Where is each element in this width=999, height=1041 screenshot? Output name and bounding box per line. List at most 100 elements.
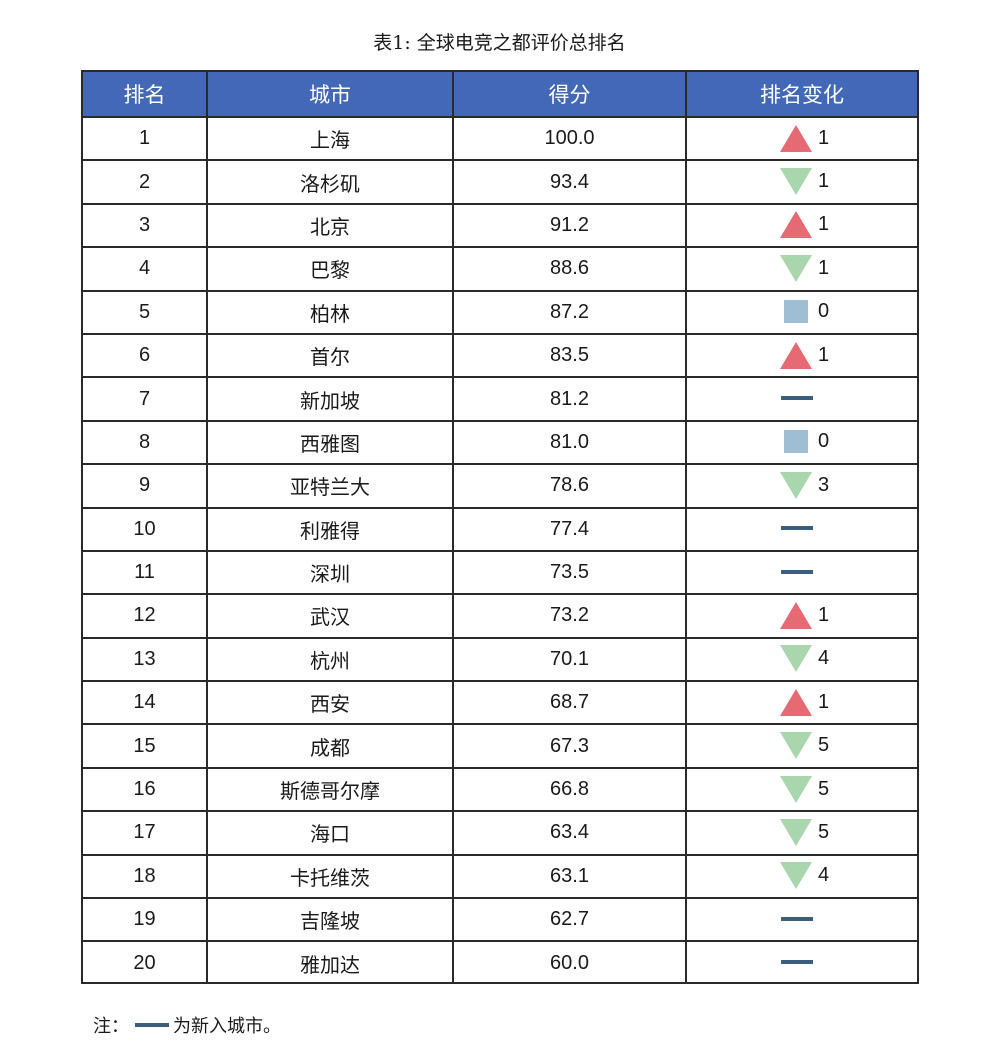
rank-cell: 14: [83, 681, 208, 726]
rank-cell: 6: [83, 333, 208, 379]
rank-change-value: 1: [818, 256, 830, 279]
rank-cell: 11: [83, 550, 208, 596]
score-cell: 78.6: [453, 464, 687, 509]
new-city-dash-icon: [781, 916, 813, 921]
footnote-prefix: 注：: [93, 1016, 129, 1037]
rank-cell: 18: [83, 854, 208, 900]
rank-cell: 1: [83, 117, 208, 162]
score-cell: 100.0: [453, 117, 687, 162]
table-body: 1 上海 100.0 1 2 洛杉矶 93.4 1 3 北京 91.2 1 4 巴黎 88.6 1 5 柏林 87.…: [83, 117, 917, 984]
city-cell: 柏林: [207, 290, 454, 335]
table-row: 5 柏林 87.2 0: [83, 290, 917, 335]
rank-change-value: 1: [818, 690, 830, 713]
footnote: 注： 为新入城市。: [93, 1012, 281, 1038]
header-rank-change: 排名变化: [686, 72, 917, 118]
table-row: 15 成都 67.3 5: [83, 724, 917, 769]
table-row: 16 斯德哥尔摩 66.8 5: [83, 767, 917, 813]
table-row: 12 武汉 73.2 1: [83, 594, 917, 639]
rank-change: 5: [779, 814, 835, 850]
table-row: 17 海口 63.4 5: [83, 811, 917, 856]
rank-up-triangle-icon: [780, 601, 812, 629]
score-cell: 62.7: [453, 898, 687, 943]
rank-change-value: 3: [818, 473, 830, 496]
rank-change-cell: 5: [686, 767, 917, 813]
rank-cell: 3: [83, 203, 208, 249]
header-score: 得分: [453, 72, 687, 118]
rank-down-triangle-icon: [780, 645, 812, 673]
table-row: 14 西安 68.7 1: [83, 681, 917, 726]
footnote-text: 为新入城市。: [173, 1016, 281, 1037]
new-city-dash-icon: [781, 526, 813, 531]
rank-change: 4: [779, 640, 835, 676]
rank-cell: 13: [83, 637, 208, 683]
new-city-dash-icon: [781, 569, 813, 574]
city-cell: 亚特兰大: [207, 464, 454, 509]
rank-change: [779, 510, 835, 546]
city-cell: 武汉: [207, 594, 454, 639]
rank-up-triangle-icon: [780, 341, 812, 369]
table-row: 8 西雅图 81.0 0: [83, 420, 917, 466]
rank-change: 1: [779, 597, 835, 633]
score-cell: 67.3: [453, 724, 687, 769]
city-cell: 雅加达: [207, 941, 454, 984]
rank-change-value: 0: [818, 430, 830, 453]
rank-change-value: 1: [818, 603, 830, 626]
ranking-table-frame: 排名 城市 得分 排名变化 1 上海 100.0 1 2 洛杉矶 93.4 1 3 北京 91.2 1…: [81, 70, 919, 984]
city-cell: 巴黎: [207, 247, 454, 292]
rank-change-cell: 5: [686, 811, 917, 856]
city-cell: 洛杉矶: [207, 160, 454, 205]
rank-down-triangle-icon: [780, 471, 812, 499]
rank-up-triangle-icon: [780, 688, 812, 716]
rank-cell: 7: [83, 377, 208, 422]
rank-change-cell: [686, 550, 917, 596]
rank-change-cell: 0: [686, 420, 917, 466]
rank-change-value: 1: [818, 126, 830, 149]
rank-change-cell: 5: [686, 724, 917, 769]
rank-down-triangle-icon: [780, 775, 812, 803]
city-cell: 杭州: [207, 637, 454, 683]
rank-change: 1: [779, 250, 835, 286]
city-cell: 西雅图: [207, 420, 454, 466]
ranking-table: 排名 城市 得分 排名变化 1 上海 100.0 1 2 洛杉矶 93.4 1 3 北京 91.2 1…: [83, 72, 917, 984]
rank-up-triangle-icon: [780, 124, 812, 152]
rank-change: 1: [779, 684, 835, 720]
city-cell: 首尔: [207, 333, 454, 379]
rank-down-triangle-icon: [780, 732, 812, 760]
rank-change: 5: [779, 771, 835, 807]
table-caption: 表1: 全球电竞之都评价总排名: [373, 32, 626, 54]
rank-change-value: 1: [818, 170, 830, 193]
table-row: 13 杭州 70.1 4: [83, 637, 917, 683]
rank-change-value: 4: [818, 864, 830, 887]
table-row: 4 巴黎 88.6 1: [83, 247, 917, 292]
rank-change: [779, 554, 835, 590]
rank-change-cell: 1: [686, 247, 917, 292]
table-row: 1 上海 100.0 1: [83, 117, 917, 162]
rank-change-value: 4: [818, 647, 830, 670]
table-header-row: 排名 城市 得分 排名变化: [83, 72, 917, 118]
score-cell: 87.2: [453, 290, 687, 335]
city-cell: 西安: [207, 681, 454, 726]
rank-change-cell: [686, 507, 917, 552]
rank-change-cell: 3: [686, 464, 917, 509]
header-city: 城市: [207, 72, 454, 118]
city-cell: 北京: [207, 203, 454, 249]
rank-cell: 19: [83, 898, 208, 943]
rank-change-cell: 1: [686, 203, 917, 249]
rank-unchanged-square-icon: [784, 300, 808, 324]
rank-change-value: 5: [818, 820, 830, 843]
rank-change-cell: 1: [686, 160, 917, 205]
rank-change: 4: [779, 857, 835, 893]
city-cell: 上海: [207, 117, 454, 162]
table-row: 18 卡托维茨 63.1 4: [83, 854, 917, 900]
rank-change-cell: [686, 941, 917, 983]
rank-change: 0: [779, 293, 835, 329]
rank-cell: 10: [83, 507, 208, 552]
rank-change: 1: [779, 120, 835, 156]
score-cell: 66.8: [453, 767, 687, 813]
score-cell: 63.4: [453, 811, 687, 856]
rank-change-value: 5: [818, 734, 830, 757]
score-cell: 88.6: [453, 247, 687, 292]
rank-cell: 8: [83, 420, 208, 466]
score-cell: 81.0: [453, 420, 687, 466]
rank-change: [779, 901, 835, 937]
